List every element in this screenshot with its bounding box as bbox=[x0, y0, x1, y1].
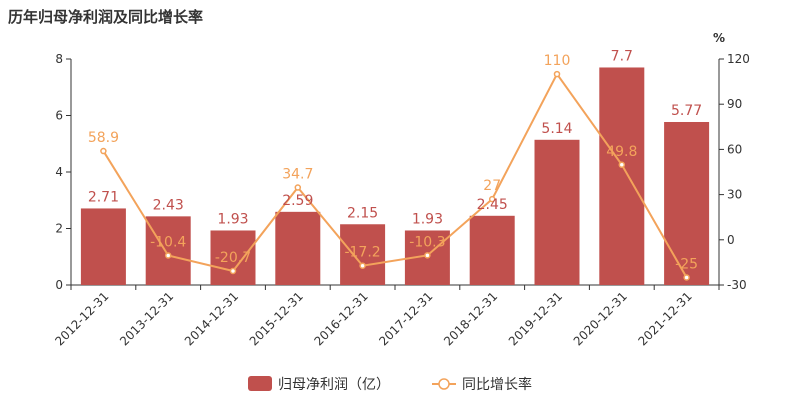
growth-point bbox=[359, 262, 366, 269]
growth-point bbox=[618, 161, 626, 169]
line-layer bbox=[100, 70, 690, 281]
growth-point bbox=[164, 252, 172, 259]
growth-point bbox=[553, 70, 561, 78]
y-left-tick-label: 6 bbox=[55, 109, 63, 123]
growth-point bbox=[229, 267, 237, 275]
y-right-tick-label: 60 bbox=[727, 142, 742, 156]
x-tick-label: 2014-12-31 bbox=[182, 289, 241, 348]
bar bbox=[534, 139, 580, 285]
y-left-tick-label: 2 bbox=[55, 222, 63, 236]
bar bbox=[80, 208, 126, 285]
bar bbox=[145, 216, 191, 285]
y-left-tick-label: 0 bbox=[55, 278, 63, 292]
x-tick-label: 2016-12-31 bbox=[312, 289, 371, 348]
y-right-tick-label: 30 bbox=[727, 188, 742, 202]
x-tick-label: 2020-12-31 bbox=[571, 289, 630, 348]
y-left-tick-label: 8 bbox=[55, 52, 63, 66]
growth-point bbox=[488, 195, 496, 203]
bar-value-label: 7.7 bbox=[611, 48, 633, 64]
growth-line bbox=[102, 72, 688, 278]
bar-value-label: 5.14 bbox=[541, 121, 572, 137]
bar-value-label: 5.77 bbox=[671, 103, 702, 119]
growth-point bbox=[294, 184, 302, 191]
x-tick-label: 2015-12-31 bbox=[247, 289, 306, 348]
bar bbox=[469, 215, 515, 285]
bar bbox=[210, 230, 256, 285]
bar-value-label: 2.71 bbox=[88, 189, 119, 205]
legend-line-label: 同比增长率 bbox=[462, 376, 532, 393]
growth-value-label: -25 bbox=[675, 256, 698, 272]
bar bbox=[599, 67, 645, 285]
growth-point bbox=[424, 252, 431, 259]
chart-title: 历年归母净利润及同比增长率 bbox=[8, 8, 204, 26]
legend-bar-label: 归母净利润（亿） bbox=[278, 376, 390, 393]
y-right-tick-label: 0 bbox=[727, 233, 735, 247]
y-right-tick-label: 120 bbox=[727, 52, 750, 66]
y-left-tick-label: 4 bbox=[55, 165, 63, 179]
bar-value-label: 2.43 bbox=[153, 197, 184, 213]
x-tick-label: 2012-12-31 bbox=[52, 289, 111, 348]
x-tick-label: 2021-12-31 bbox=[636, 289, 695, 348]
bar bbox=[664, 121, 710, 285]
bar-value-label: 2.15 bbox=[347, 205, 378, 221]
x-tick-label: 2019-12-31 bbox=[506, 289, 565, 348]
bar-value-label: 2.45 bbox=[477, 197, 508, 213]
growth-point bbox=[683, 274, 690, 281]
legend: 归母净利润（亿） 同比增长率 bbox=[248, 376, 532, 393]
growth-point bbox=[100, 147, 107, 155]
legend-line-marker bbox=[438, 378, 450, 390]
y-right-tick-label: 90 bbox=[727, 97, 742, 111]
x-tick-label: 2018-12-31 bbox=[441, 289, 500, 348]
growth-value-label: -17.2 bbox=[344, 245, 380, 261]
bar-value-label: 1.93 bbox=[217, 211, 248, 227]
legend-bar-swatch bbox=[248, 376, 272, 391]
growth-value-label: -20.7 bbox=[215, 250, 251, 266]
x-tick-label: 2017-12-31 bbox=[376, 289, 435, 348]
bar bbox=[275, 211, 321, 285]
growth-value-label: 110 bbox=[544, 53, 571, 69]
growth-value-label: 27 bbox=[483, 178, 501, 194]
growth-value-label: 49.8 bbox=[606, 144, 637, 160]
growth-value-label: 34.7 bbox=[282, 167, 313, 183]
growth-value-label: -10.4 bbox=[150, 234, 186, 250]
growth-value-label: 58.9 bbox=[88, 130, 119, 146]
y-right-unit-label: % bbox=[713, 31, 725, 45]
bars bbox=[80, 67, 710, 285]
bar bbox=[340, 224, 386, 285]
y-right-tick-label: -30 bbox=[727, 278, 747, 292]
growth-value-label: -10.3 bbox=[409, 234, 445, 250]
bar-value-label: 1.93 bbox=[412, 211, 443, 227]
x-tick-label: 2013-12-31 bbox=[117, 289, 176, 348]
bar-value-label: 2.59 bbox=[282, 193, 313, 209]
labels: 2.71 2.43 1.93 2.59 2.15 1.93 2.45 5.14 7.7 5.77 5… bbox=[88, 48, 702, 272]
